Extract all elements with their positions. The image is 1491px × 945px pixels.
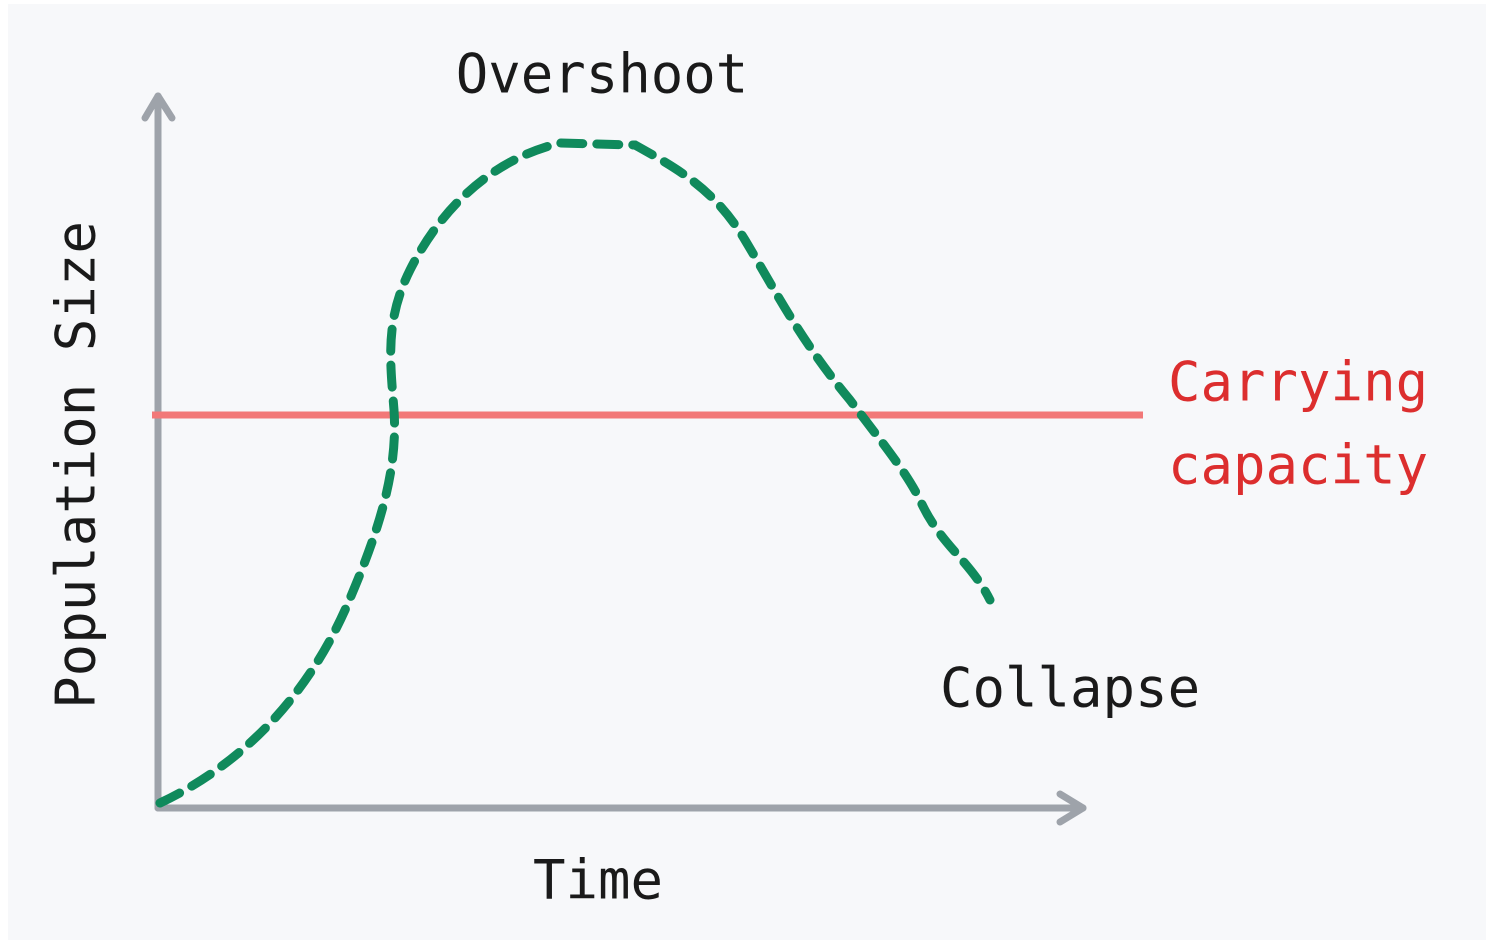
y-axis-arrow — [141, 92, 176, 122]
y-axis-label: Population Size — [45, 221, 108, 709]
x-axis-arrow — [1056, 790, 1087, 826]
collapse-label: Collapse — [940, 657, 1200, 720]
population-curve — [155, 138, 995, 808]
background — [8, 4, 1486, 940]
carrying-capacity-label: capacity — [1168, 434, 1428, 497]
carrying-capacity-label: Carrying — [1168, 351, 1428, 414]
x-axis-label: Time — [533, 849, 663, 912]
axes — [141, 92, 1087, 826]
overshoot-label: Overshoot — [456, 43, 749, 106]
